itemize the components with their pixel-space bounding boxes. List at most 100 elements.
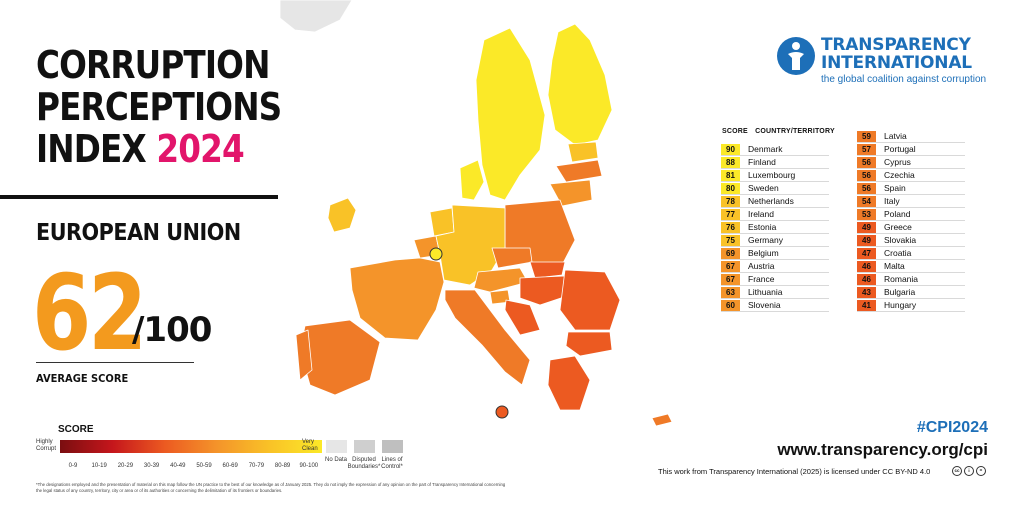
czechia-shape bbox=[491, 247, 533, 269]
ranking-row: 53 Poland bbox=[857, 208, 965, 221]
no-data-swatch bbox=[326, 440, 347, 453]
greenland-shape bbox=[279, 0, 353, 33]
greece-shape bbox=[547, 355, 591, 411]
ranking-country: Croatia bbox=[884, 248, 912, 258]
disputed-label: Disputed Boundaries* bbox=[347, 457, 381, 470]
hungary-shape bbox=[519, 275, 571, 306]
disclaimer: *The designations employed and the prese… bbox=[36, 482, 506, 493]
ranking-row: 54 Italy bbox=[857, 195, 965, 208]
ranking-row: 56 Cyprus bbox=[857, 156, 965, 169]
ranking-row: 77 Ireland bbox=[721, 208, 829, 221]
legend-range-label: 60-69 bbox=[222, 463, 238, 469]
italy-shape bbox=[444, 289, 531, 386]
ranking-country: Poland bbox=[884, 209, 911, 219]
ranking-score: 54 bbox=[857, 196, 876, 207]
ranking-country: Slovenia bbox=[748, 300, 781, 310]
denmark-shape bbox=[459, 159, 485, 201]
netherlands-shape bbox=[429, 207, 455, 237]
ranking-score: 67 bbox=[721, 261, 740, 272]
disputed-swatch bbox=[354, 440, 375, 453]
ranking-country: Sweden bbox=[748, 183, 779, 193]
legend-range-label: 50-59 bbox=[196, 463, 212, 469]
france-shape bbox=[349, 257, 445, 341]
legend-range-label: 90-100 bbox=[299, 463, 319, 469]
ranking-score: 56 bbox=[857, 183, 876, 194]
ranking-country: Ireland bbox=[748, 209, 774, 219]
ranking-row: 69 Belgium bbox=[721, 247, 829, 260]
ranking-country: Greece bbox=[884, 222, 912, 232]
logo-line-2: INTERNATIONAL bbox=[821, 53, 972, 73]
ranking-country: Cyprus bbox=[884, 157, 911, 167]
latvia-shape bbox=[555, 159, 603, 183]
ti-logo: TRANSPARENCY INTERNATIONAL the global co… bbox=[776, 36, 986, 85]
ranking-score: 69 bbox=[721, 248, 740, 259]
ranking-row: 67 Austria bbox=[721, 260, 829, 273]
ranking-country: Estonia bbox=[748, 222, 777, 232]
average-score-denominator: /100 bbox=[132, 310, 212, 350]
score-column-header: SCORE bbox=[722, 128, 748, 135]
title-line-3: INDEX 2024 bbox=[36, 128, 281, 170]
ranking-country: Lithuania bbox=[748, 287, 783, 297]
ranking-country: Romania bbox=[884, 274, 919, 284]
ranking-score: 53 bbox=[857, 209, 876, 220]
ranking-row: 49 Slovakia bbox=[857, 234, 965, 247]
website-url[interactable]: www.transparency.org/cpi bbox=[777, 440, 988, 459]
ranking-country: Hungary bbox=[884, 300, 917, 310]
ranking-row: 80 Sweden bbox=[721, 182, 829, 195]
estonia-shape bbox=[567, 141, 599, 163]
ireland-shape bbox=[327, 197, 357, 233]
legend-color-scale bbox=[60, 440, 322, 453]
lithuania-shape bbox=[549, 179, 593, 207]
no-data-label: No Data bbox=[324, 457, 347, 463]
title-year: 2024 bbox=[156, 127, 244, 171]
ranking-country: France bbox=[748, 274, 775, 284]
ranking-score: 88 bbox=[721, 157, 740, 168]
logo-tagline: the global coalition against corruption bbox=[821, 74, 987, 85]
ranking-row: 43 Bulgaria bbox=[857, 286, 965, 299]
ranking-row: 81 Luxembourg bbox=[721, 169, 829, 182]
average-score-label: AVERAGE SCORE bbox=[36, 372, 129, 385]
ranking-country: Slovakia bbox=[884, 235, 917, 245]
ranking-row: 67 France bbox=[721, 273, 829, 286]
ranking-column-left: 90 Denmark 88 Finland 81 Luxembourg 80 Sweden 78… bbox=[721, 143, 829, 312]
ranking-score: 60 bbox=[721, 300, 740, 311]
ranking-score: 49 bbox=[857, 222, 876, 233]
ranking-country: Bulgaria bbox=[884, 287, 916, 297]
ranking-row: 88 Finland bbox=[721, 156, 829, 169]
ranking-row: 90 Denmark bbox=[721, 143, 829, 156]
ranking-score: 41 bbox=[857, 300, 876, 311]
ranking-score: 56 bbox=[857, 170, 876, 181]
ranking-score: 47 bbox=[857, 248, 876, 259]
title-block: CORRUPTION PERCEPTIONS INDEX 2024 bbox=[36, 44, 321, 170]
ranking-score: 56 bbox=[857, 157, 876, 168]
average-score-value: 62 bbox=[32, 252, 147, 374]
ti-logo-icon bbox=[777, 37, 815, 75]
ranking-row: 60 Slovenia bbox=[721, 299, 829, 312]
logo-wordmark: TRANSPARENCY INTERNATIONAL bbox=[821, 36, 972, 72]
logo-line-1: TRANSPARENCY bbox=[821, 35, 971, 55]
legend-high-label: Very Clean bbox=[302, 439, 318, 452]
nd-icon: = bbox=[976, 466, 986, 476]
slovakia-shape bbox=[529, 261, 566, 279]
legend-range-label: 40-49 bbox=[170, 463, 186, 469]
hashtag: #CPI2024 bbox=[916, 419, 988, 436]
ranking-score: 46 bbox=[857, 274, 876, 285]
ranking-country: Denmark bbox=[748, 144, 783, 154]
ranking-score: 63 bbox=[721, 287, 740, 298]
legend-range-label: 30-39 bbox=[143, 463, 160, 469]
ranking-score: 78 bbox=[721, 196, 740, 207]
ranking-row: 63 Lithuania bbox=[721, 286, 829, 299]
legend-range-label: 20-29 bbox=[117, 463, 134, 469]
cyprus-shape bbox=[651, 413, 673, 427]
ranking-row: 41 Hungary bbox=[857, 299, 965, 312]
ranking-score: 77 bbox=[721, 209, 740, 220]
romania-shape bbox=[559, 269, 621, 331]
control-swatch bbox=[382, 440, 403, 453]
ranking-row: 78 Netherlands bbox=[721, 195, 829, 208]
ranking-country: Malta bbox=[884, 261, 905, 271]
sweden-shape bbox=[475, 27, 546, 201]
ranking-row: 75 Germany bbox=[721, 234, 829, 247]
croatia-shape bbox=[504, 299, 541, 336]
legend-low-label: Highly Corrupt bbox=[36, 439, 57, 452]
ranking-score: 75 bbox=[721, 235, 740, 246]
